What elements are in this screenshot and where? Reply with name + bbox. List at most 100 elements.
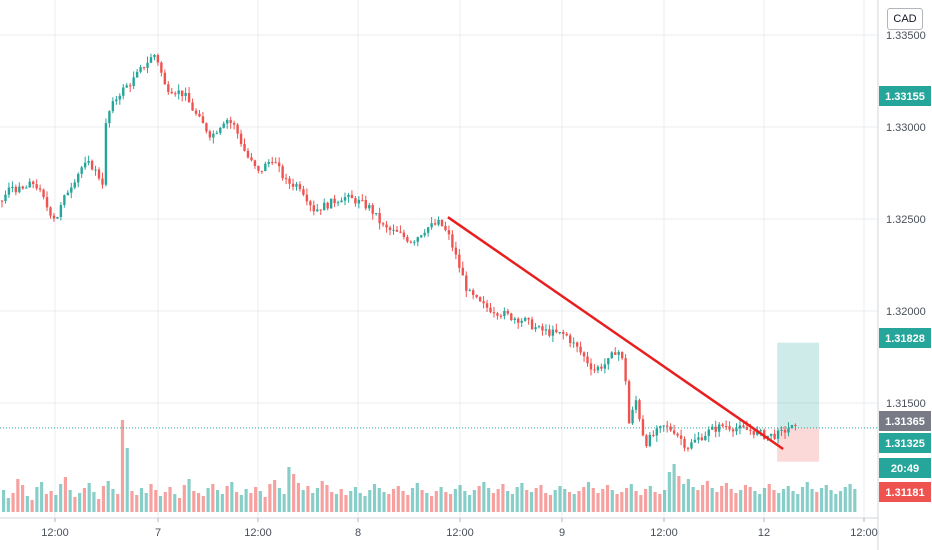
candle-body [31,181,35,185]
candle-body [343,197,347,201]
candle-body [565,333,568,336]
volume-bar [101,486,106,512]
candle-body [527,317,530,320]
volume-bar [449,494,453,512]
volume-bar [691,487,695,512]
candle-body [21,186,24,189]
candle-body [111,101,115,112]
volume-bar [387,494,391,512]
volume-bar [44,494,48,512]
candle-body [63,195,66,206]
candle-body [416,237,419,242]
volume-bar [396,486,400,512]
volume-bar [534,488,538,512]
volume-bar [325,485,329,512]
price-tag [879,328,931,348]
volume-bar [339,489,343,512]
candle-body [607,358,610,365]
candle-body [295,184,298,187]
volume-bar [78,493,82,512]
candle-body [711,426,714,430]
candle-body [340,200,343,203]
candle-body [28,181,31,188]
volume-bar [701,485,705,512]
candle-body [229,120,232,124]
candle-body [603,364,607,369]
candle-body [717,424,721,432]
volume-bar [401,491,405,512]
candle-body [641,419,645,436]
candle-body [700,437,704,441]
volume-bar [848,484,852,512]
candle-body [80,167,83,174]
candle-body [586,356,589,364]
volume-bar [363,496,367,512]
volume-bar [97,499,101,512]
candle-body [215,132,219,134]
candle-body [257,165,260,171]
candle-body [759,430,762,432]
volume-bar [558,486,562,512]
volume-bar [639,495,643,512]
candle-body [42,189,45,198]
volume-bar [591,488,595,512]
volume-bar [430,496,434,512]
time-tick-label: 12:00 [446,527,474,539]
candle-body [94,169,97,171]
volume-bar [120,420,125,512]
volume-bar [206,488,210,512]
candle-body [291,183,295,187]
volume-bar [111,489,115,512]
candle-body [735,428,738,432]
volume-bar [739,490,743,512]
candle-body [378,212,381,224]
volume-bar [567,492,572,512]
volume-bar [273,480,277,512]
price-tick-label: 1.33000 [886,122,926,134]
volume-bar [92,492,96,512]
candle-body [239,133,243,144]
volume-bar [287,467,291,512]
candle-body [655,428,659,436]
candle-body [697,437,700,440]
candlesticks[interactable] [0,53,797,452]
candle-body [614,352,617,355]
volume-bar [800,487,805,512]
candle-body [381,223,385,225]
currency-badge[interactable]: CAD [887,8,923,30]
volume-bars [2,420,857,512]
candle-body [309,201,312,206]
candle-body [783,429,787,433]
volume-bar [838,491,843,512]
position-box[interactable] [0,342,878,462]
volume-bar [796,494,800,512]
candle-body [0,200,4,202]
trendline[interactable] [447,216,784,451]
candle-body [742,425,745,427]
candle-body [745,426,749,430]
candle-body [780,429,783,431]
candle-body [534,327,537,330]
price-tag [879,458,931,478]
candle-body [187,93,191,103]
volume-bar [258,491,262,512]
price-tag [879,482,931,502]
volume-bar [282,494,286,512]
candle-body [201,116,205,124]
candle-body [686,447,690,449]
candle-body [160,62,163,73]
volume-bar [25,496,29,512]
candle-body [7,187,11,195]
candle-body [357,199,361,204]
volume-bar [834,494,838,512]
volume-bar [182,485,186,512]
volume-bar [87,483,91,512]
volume-bar [710,488,714,512]
candle-body [648,434,652,447]
candle-body [589,363,593,370]
volume-bar [667,472,671,512]
candle-body [316,209,319,212]
candle-body [319,209,322,211]
candle-body [267,161,270,164]
